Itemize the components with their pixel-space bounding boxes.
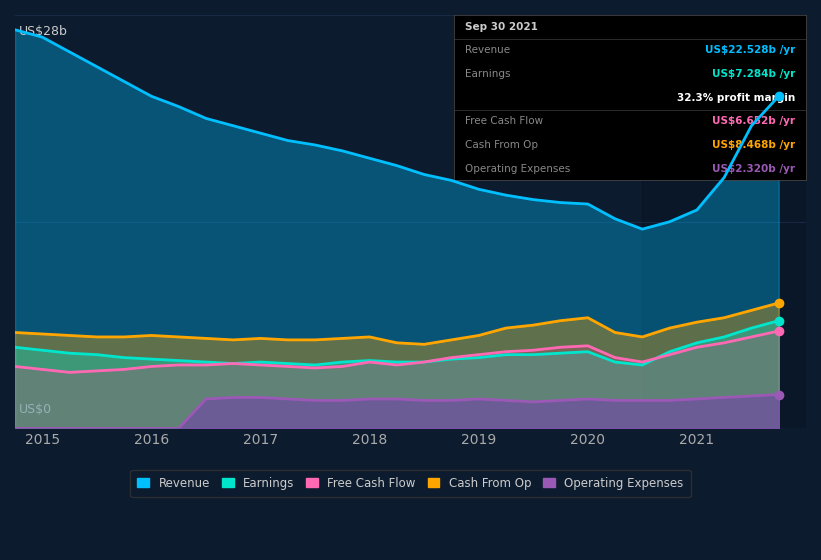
Text: US$0: US$0 [19, 403, 52, 416]
Legend: Revenue, Earnings, Free Cash Flow, Cash From Op, Operating Expenses: Revenue, Earnings, Free Cash Flow, Cash … [131, 470, 690, 497]
Text: US$28b: US$28b [19, 25, 68, 38]
Bar [642, 15, 806, 428]
